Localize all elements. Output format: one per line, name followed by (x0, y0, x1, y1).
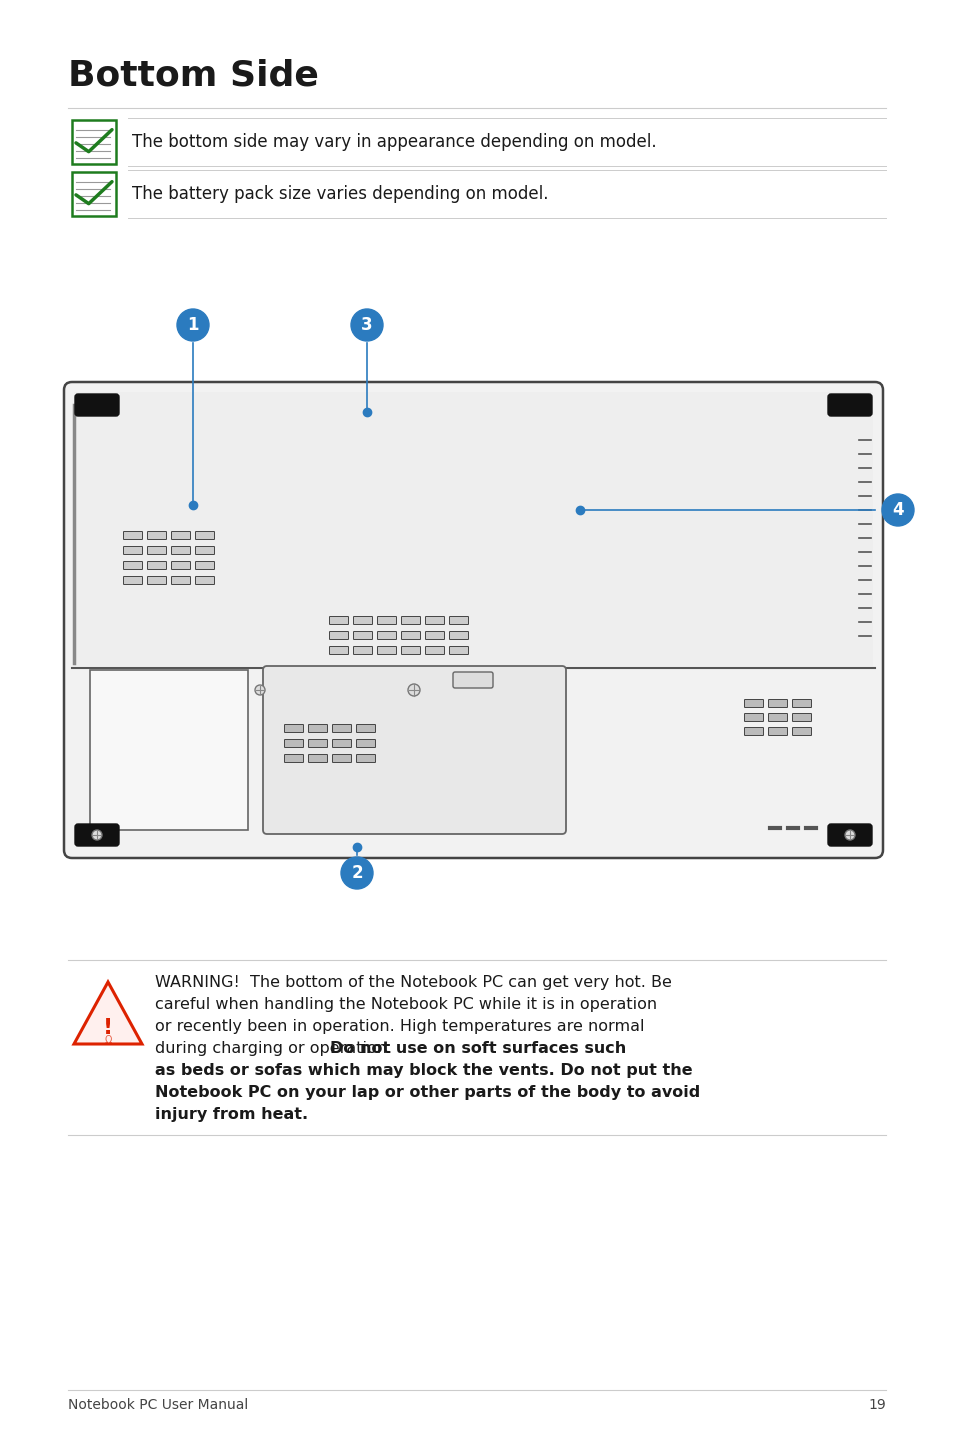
FancyBboxPatch shape (90, 670, 248, 830)
FancyBboxPatch shape (123, 546, 142, 555)
FancyBboxPatch shape (768, 728, 786, 735)
FancyBboxPatch shape (425, 647, 444, 654)
FancyBboxPatch shape (743, 713, 762, 722)
FancyBboxPatch shape (64, 383, 882, 858)
FancyBboxPatch shape (768, 699, 786, 707)
Text: injury from heat.: injury from heat. (154, 1107, 308, 1122)
FancyBboxPatch shape (333, 725, 351, 732)
Circle shape (177, 309, 209, 341)
FancyBboxPatch shape (172, 546, 191, 555)
FancyBboxPatch shape (743, 699, 762, 707)
FancyBboxPatch shape (401, 631, 420, 640)
Text: 19: 19 (867, 1398, 885, 1412)
Circle shape (340, 857, 373, 889)
Text: WARNING!  The bottom of the Notebook PC can get very hot. Be: WARNING! The bottom of the Notebook PC c… (154, 975, 671, 989)
FancyBboxPatch shape (123, 532, 142, 539)
FancyBboxPatch shape (401, 617, 420, 624)
Text: Do not use on soft surfaces such: Do not use on soft surfaces such (330, 1041, 626, 1055)
FancyBboxPatch shape (425, 631, 444, 640)
FancyBboxPatch shape (743, 728, 762, 735)
Text: The bottom side may vary in appearance depending on model.: The bottom side may vary in appearance d… (132, 132, 656, 151)
FancyBboxPatch shape (333, 755, 351, 762)
FancyBboxPatch shape (263, 666, 565, 834)
FancyBboxPatch shape (308, 755, 327, 762)
Text: 3: 3 (361, 316, 373, 334)
Polygon shape (74, 982, 142, 1044)
FancyBboxPatch shape (148, 561, 167, 569)
FancyBboxPatch shape (308, 725, 327, 732)
FancyBboxPatch shape (284, 725, 303, 732)
FancyBboxPatch shape (123, 577, 142, 584)
FancyBboxPatch shape (195, 561, 214, 569)
FancyBboxPatch shape (71, 173, 116, 216)
FancyBboxPatch shape (449, 631, 468, 640)
FancyBboxPatch shape (827, 394, 871, 416)
Circle shape (844, 830, 854, 840)
Circle shape (91, 830, 102, 840)
Circle shape (351, 309, 382, 341)
FancyBboxPatch shape (401, 647, 420, 654)
Circle shape (408, 684, 419, 696)
FancyBboxPatch shape (284, 755, 303, 762)
Text: Notebook PC on your lap or other parts of the body to avoid: Notebook PC on your lap or other parts o… (154, 1086, 700, 1100)
FancyBboxPatch shape (308, 739, 327, 748)
FancyBboxPatch shape (123, 561, 142, 569)
FancyBboxPatch shape (148, 546, 167, 555)
FancyBboxPatch shape (792, 728, 811, 735)
FancyBboxPatch shape (356, 739, 375, 748)
FancyBboxPatch shape (172, 532, 191, 539)
FancyBboxPatch shape (195, 532, 214, 539)
FancyBboxPatch shape (354, 631, 372, 640)
FancyBboxPatch shape (75, 394, 119, 416)
FancyBboxPatch shape (75, 824, 119, 846)
FancyBboxPatch shape (453, 672, 493, 687)
Text: 1: 1 (187, 316, 198, 334)
Bar (74, 393, 872, 666)
FancyBboxPatch shape (195, 577, 214, 584)
FancyBboxPatch shape (329, 647, 348, 654)
Text: 2: 2 (351, 864, 362, 881)
FancyBboxPatch shape (333, 739, 351, 748)
Text: as beds or sofas which may block the vents. Do not put the: as beds or sofas which may block the ven… (154, 1063, 692, 1078)
FancyBboxPatch shape (148, 532, 167, 539)
FancyBboxPatch shape (425, 617, 444, 624)
Circle shape (882, 495, 913, 526)
FancyBboxPatch shape (768, 713, 786, 722)
FancyBboxPatch shape (284, 739, 303, 748)
FancyBboxPatch shape (449, 647, 468, 654)
FancyBboxPatch shape (356, 755, 375, 762)
Text: or recently been in operation. High temperatures are normal: or recently been in operation. High temp… (154, 1020, 644, 1034)
FancyBboxPatch shape (377, 631, 396, 640)
FancyBboxPatch shape (377, 617, 396, 624)
FancyBboxPatch shape (71, 119, 116, 164)
Text: Bottom Side: Bottom Side (68, 58, 318, 92)
FancyBboxPatch shape (172, 561, 191, 569)
FancyBboxPatch shape (449, 617, 468, 624)
FancyBboxPatch shape (148, 577, 167, 584)
FancyBboxPatch shape (329, 617, 348, 624)
Text: Notebook PC User Manual: Notebook PC User Manual (68, 1398, 248, 1412)
FancyBboxPatch shape (356, 725, 375, 732)
Circle shape (254, 684, 265, 695)
Text: !: ! (103, 1018, 113, 1038)
FancyBboxPatch shape (172, 577, 191, 584)
FancyBboxPatch shape (195, 546, 214, 555)
Text: during charging or operation.: during charging or operation. (154, 1041, 396, 1055)
FancyBboxPatch shape (792, 699, 811, 707)
Text: 4: 4 (891, 500, 902, 519)
FancyBboxPatch shape (792, 713, 811, 722)
FancyBboxPatch shape (354, 647, 372, 654)
Text: careful when handling the Notebook PC while it is in operation: careful when handling the Notebook PC wh… (154, 997, 657, 1012)
Text: Ω: Ω (104, 1035, 112, 1045)
FancyBboxPatch shape (377, 647, 396, 654)
FancyBboxPatch shape (354, 617, 372, 624)
FancyBboxPatch shape (329, 631, 348, 640)
FancyBboxPatch shape (827, 824, 871, 846)
Text: The battery pack size varies depending on model.: The battery pack size varies depending o… (132, 186, 548, 203)
